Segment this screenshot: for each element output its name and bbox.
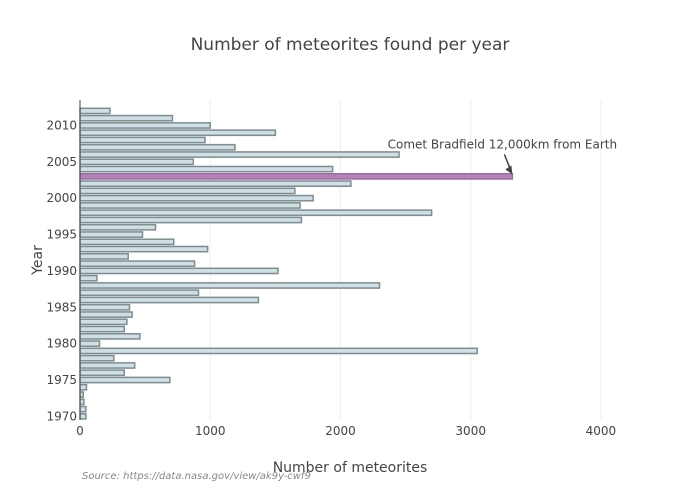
- bar: [79, 165, 334, 173]
- x-tick-label: 2000: [325, 424, 356, 438]
- bar: [79, 383, 88, 391]
- y-tick-label: 1990: [46, 264, 77, 278]
- bar: [79, 187, 296, 195]
- bar: [79, 376, 171, 384]
- bar: [79, 303, 131, 311]
- x-tick-label: 1000: [195, 424, 226, 438]
- bar: [79, 180, 352, 188]
- bar: [79, 274, 98, 282]
- bar: [79, 107, 111, 115]
- x-tick-label: 4000: [586, 424, 617, 438]
- bar: [79, 245, 209, 253]
- bar: [79, 267, 279, 275]
- bar: [79, 151, 400, 158]
- bar: [79, 296, 260, 304]
- annotation: Comet Bradfield 12,000km from Earth: [388, 137, 618, 175]
- bar: [79, 143, 236, 151]
- bar: [79, 202, 301, 209]
- bars: [79, 107, 514, 420]
- bar: [79, 114, 174, 122]
- y-ticks: 1970 1975 1980 1985 1990 1995 2000 2005 2010: [46, 118, 77, 423]
- y-axis-title: Year: [30, 245, 46, 276]
- bar: [79, 260, 196, 268]
- bar: [79, 369, 126, 377]
- bar-highlight: [79, 172, 514, 180]
- bar: [79, 311, 133, 318]
- y-tick-label: 2010: [46, 118, 77, 132]
- annotation-text: Comet Bradfield 12,000km from Earth: [388, 137, 618, 151]
- bar: [79, 354, 115, 362]
- bar: [79, 282, 381, 289]
- x-tick-label: 0: [76, 424, 84, 438]
- bar: [79, 405, 87, 413]
- bar: [79, 209, 433, 217]
- x-tick-label: 3000: [455, 424, 486, 438]
- y-tick-label: 1995: [46, 228, 77, 242]
- bar: [79, 325, 126, 333]
- y-tick-label: 2000: [46, 191, 77, 205]
- bar: [79, 136, 206, 144]
- bar: [79, 223, 157, 231]
- bar: [79, 129, 277, 137]
- bar: [79, 318, 128, 326]
- bar: [79, 252, 129, 260]
- bar: [79, 362, 136, 369]
- bar: [79, 216, 303, 224]
- bar: [79, 194, 314, 202]
- bar: [79, 332, 141, 340]
- x-axis-title: Number of meteorites: [273, 460, 428, 476]
- annotation-arrowhead: [505, 165, 513, 175]
- source-note: Source: https://data.nasa.gov/view/ak9y-…: [82, 471, 311, 482]
- bar: [79, 231, 144, 238]
- y-tick-label: 1985: [46, 300, 77, 314]
- bar: [79, 398, 85, 406]
- bar: [79, 122, 211, 129]
- y-tick-label: 1980: [46, 337, 77, 351]
- bar: [79, 238, 175, 246]
- bar: [79, 340, 101, 348]
- y-tick-label: 2005: [46, 155, 77, 169]
- bar: [79, 158, 195, 166]
- y-tick-label: 1970: [46, 409, 77, 423]
- bar: [79, 347, 478, 355]
- bar: [79, 289, 200, 297]
- y-tick-label: 1975: [46, 373, 77, 387]
- bar: [79, 412, 87, 420]
- chart-title: Number of meteorites found per year: [191, 35, 510, 55]
- x-ticks: 0 1000 2000 3000 4000: [76, 424, 616, 438]
